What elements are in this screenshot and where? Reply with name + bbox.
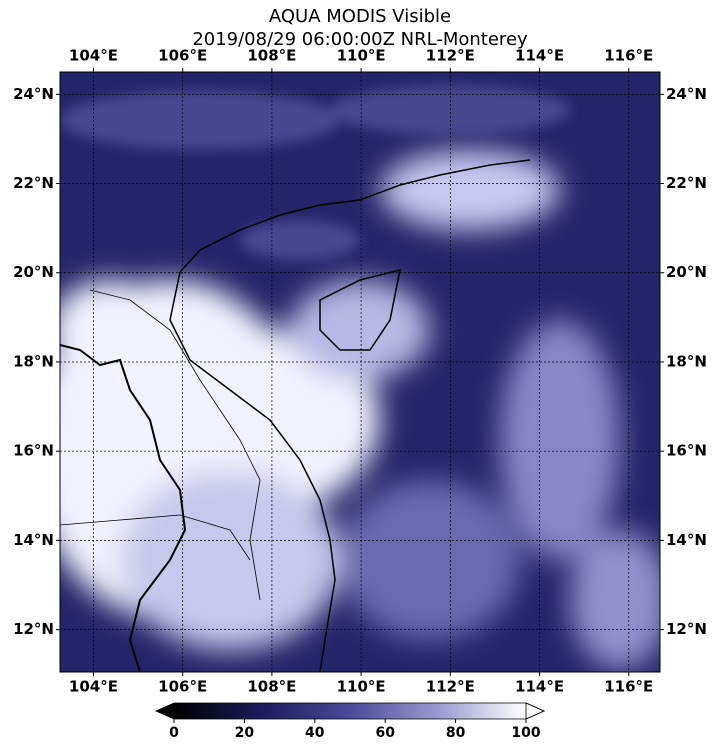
x-tick-label: 108°E — [247, 47, 296, 65]
satellite-image — [60, 72, 660, 672]
x-tick-label: 116°E — [604, 678, 653, 696]
y-tick-label: 14°N — [13, 531, 54, 549]
title: AQUA MODIS Visible — [269, 6, 451, 27]
y-tick-label: 20°N — [13, 263, 54, 281]
colorbar — [174, 703, 526, 719]
colorbar-tick-label: 80 — [446, 725, 466, 741]
y-tick-label: 24°N — [13, 85, 54, 103]
x-tick-label: 112°E — [426, 47, 475, 65]
colorbar-extend-min — [156, 703, 174, 719]
subtitle: 2019/08/29 06:00:00Z NRL-Monterey — [192, 29, 528, 50]
x-tick-label: 116°E — [604, 47, 653, 65]
colorbar-tick-label: 60 — [375, 725, 395, 741]
x-tick-label: 106°E — [158, 678, 207, 696]
x-tick-label: 110°E — [337, 678, 386, 696]
colorbar-tick-label: 0 — [169, 725, 179, 741]
colorbar-extend-max — [525, 702, 545, 720]
y-tick-label: 12°N — [13, 620, 54, 638]
x-tick-label: 110°E — [337, 47, 386, 65]
colorbar-tick-label: 20 — [235, 725, 255, 741]
x-tick-label: 104°E — [69, 47, 118, 65]
y-tick-label: 16°N — [13, 442, 54, 460]
y-tick-label: 22°N — [666, 174, 707, 192]
x-tick-label: 104°E — [69, 678, 118, 696]
x-tick-label: 108°E — [247, 678, 296, 696]
x-tick-label: 106°E — [158, 47, 207, 65]
map-frame — [59, 71, 661, 673]
y-tick-label: 14°N — [666, 531, 707, 549]
y-tick-label: 12°N — [666, 620, 707, 638]
x-tick-label: 112°E — [426, 678, 475, 696]
x-tick-label: 114°E — [515, 678, 564, 696]
y-tick-label: 16°N — [666, 442, 707, 460]
y-tick-label: 20°N — [666, 263, 707, 281]
y-tick-label: 18°N — [666, 352, 707, 370]
y-tick-label: 18°N — [13, 352, 54, 370]
colorbar-tick-label: 40 — [305, 725, 325, 741]
colorbar-tick-label: 100 — [511, 725, 540, 741]
x-tick-label: 114°E — [515, 47, 564, 65]
y-tick-label: 22°N — [13, 174, 54, 192]
y-tick-label: 24°N — [666, 85, 707, 103]
